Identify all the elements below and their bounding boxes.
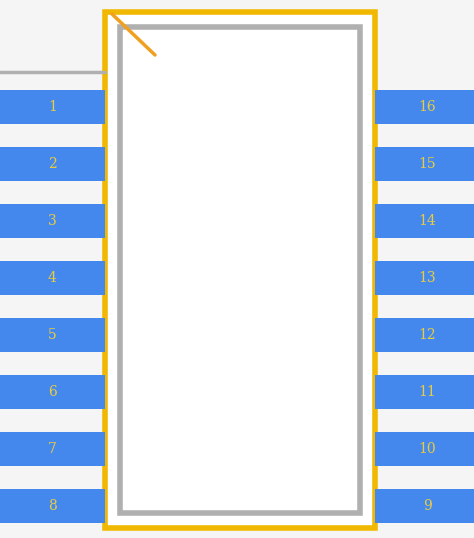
Bar — [375, 375, 474, 409]
Text: 9: 9 — [423, 499, 432, 513]
Text: 11: 11 — [419, 385, 437, 399]
Text: 12: 12 — [419, 328, 436, 342]
Bar — [375, 432, 474, 466]
Bar — [0, 261, 105, 295]
Text: 2: 2 — [48, 157, 57, 171]
Bar — [0, 432, 105, 466]
Bar — [120, 27, 360, 513]
Text: 5: 5 — [48, 328, 57, 342]
Bar — [0, 90, 105, 124]
Text: 6: 6 — [48, 385, 57, 399]
Text: 16: 16 — [419, 100, 436, 114]
Bar — [0, 204, 105, 238]
Text: 8: 8 — [48, 499, 57, 513]
Bar — [0, 489, 105, 523]
Bar — [0, 375, 105, 409]
Bar — [0, 147, 105, 181]
Bar — [375, 318, 474, 352]
Bar — [375, 147, 474, 181]
Bar — [375, 90, 474, 124]
Bar — [105, 12, 375, 528]
Text: 15: 15 — [419, 157, 436, 171]
Text: 3: 3 — [48, 214, 57, 228]
Text: 4: 4 — [48, 271, 57, 285]
Text: 7: 7 — [48, 442, 57, 456]
Bar — [0, 318, 105, 352]
Bar — [375, 204, 474, 238]
Bar — [375, 489, 474, 523]
Text: 1: 1 — [48, 100, 57, 114]
Bar — [375, 261, 474, 295]
Text: 10: 10 — [419, 442, 436, 456]
Text: 13: 13 — [419, 271, 436, 285]
Text: 14: 14 — [419, 214, 437, 228]
